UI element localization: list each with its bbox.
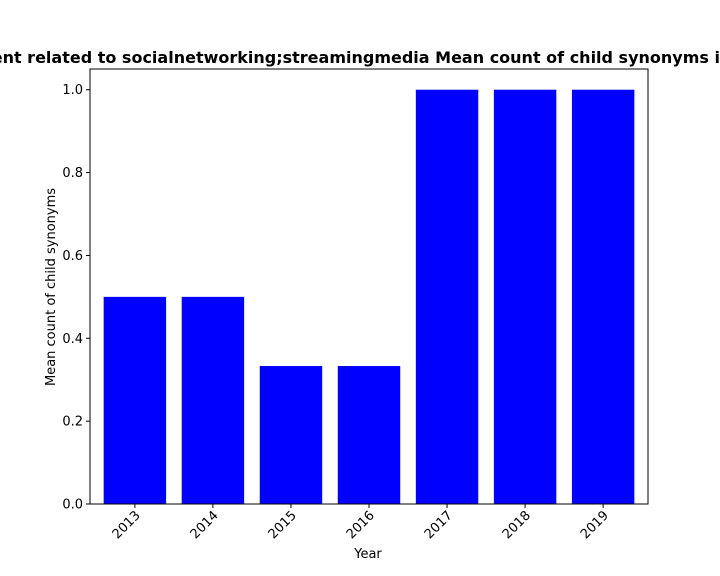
x-axis: 2013 2014 2015 2016 2017 2018 2019 (110, 504, 612, 542)
y-tick-label: 1.0 (62, 83, 83, 98)
x-tick-label: 2016 (344, 508, 378, 542)
bars-group (103, 89, 635, 504)
y-tick-label: 0.0 (62, 498, 83, 513)
bar-2018 (493, 89, 557, 504)
x-tick-label: 2019 (578, 508, 612, 542)
x-tick-label: 2014 (188, 508, 222, 542)
plot-frame (89, 68, 649, 505)
y-tick-label: 0.8 (62, 166, 83, 181)
y-axis-label: Mean count of child synonyms (44, 188, 59, 386)
bar-2015 (259, 366, 323, 504)
bar-2017 (415, 89, 479, 504)
x-tick-label: 2018 (500, 508, 534, 542)
chart-title: Content related to socialnetworking;stre… (0, 48, 720, 67)
x-tick-label: 2017 (422, 508, 456, 542)
x-tick-label: 2013 (110, 508, 144, 542)
bar-2014 (181, 296, 245, 504)
x-tick-label: 2015 (266, 508, 300, 542)
bar-2019 (571, 89, 635, 504)
y-tick-label: 0.2 (62, 415, 83, 430)
y-tick-label: 0.4 (62, 332, 83, 347)
y-axis: 0.0 0.2 0.4 0.6 0.8 1.0 (62, 83, 90, 513)
x-axis-label: Year (353, 547, 382, 562)
bar-2016 (337, 366, 401, 504)
bar-2013 (103, 296, 167, 504)
y-tick-label: 0.6 (62, 249, 83, 264)
